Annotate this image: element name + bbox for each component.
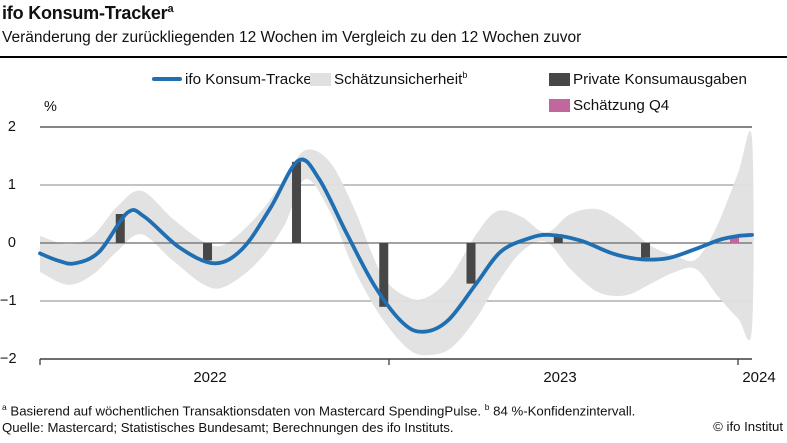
y-tick-label: −2 bbox=[0, 351, 17, 367]
y-tick-label: 0 bbox=[7, 235, 16, 251]
line-swatch-icon bbox=[152, 77, 182, 81]
y-axis-unit-label: % bbox=[44, 99, 57, 115]
consumption-bar bbox=[641, 243, 651, 258]
legend-label: Schätzung Q4 bbox=[573, 96, 670, 114]
consumption-bar bbox=[379, 243, 389, 307]
x-tick-label: 2022 bbox=[193, 369, 227, 386]
source-line: Quelle: Mastercard; Statistisches Bundes… bbox=[2, 420, 454, 435]
footnote-b-text: 84 %-Konfidenzintervall. bbox=[493, 403, 636, 419]
header-divider bbox=[0, 56, 787, 58]
consumption-bar bbox=[115, 214, 125, 243]
band-footnote-marker: b bbox=[462, 69, 468, 80]
footnote-line: a Basierend auf wöchentlichen Transaktio… bbox=[2, 402, 635, 418]
footnote-a-text: Basierend auf wöchentlichen Transaktions… bbox=[10, 403, 482, 419]
tracker-line bbox=[38, 157, 754, 334]
copyright-label: © ifo Institut bbox=[713, 419, 783, 434]
bars-swatch-icon bbox=[549, 72, 570, 86]
legend-label: Private Konsumausgaben bbox=[573, 70, 747, 88]
legend-label: ifo Konsum-Tracker bbox=[185, 70, 317, 88]
title-footnote-marker: a bbox=[167, 3, 174, 15]
legend-item-band: Schätzunsicherheitb bbox=[310, 70, 467, 88]
consumption-bar bbox=[292, 161, 302, 243]
x-tick-label: 2024 bbox=[742, 369, 776, 386]
estimate-bar bbox=[730, 236, 740, 243]
band-swatch-icon bbox=[310, 72, 331, 86]
consumption-bar bbox=[203, 243, 213, 261]
page-title: ifo Konsum-Trackera bbox=[2, 3, 174, 24]
x-tick-label: 2023 bbox=[543, 369, 577, 386]
consumption-bar bbox=[466, 243, 476, 284]
y-tick-label: 2 bbox=[7, 119, 16, 135]
y-tick-label: −1 bbox=[0, 293, 17, 309]
legend-item-estimate: Schätzung Q4 bbox=[549, 96, 669, 114]
footnote-marker-b: b bbox=[484, 402, 490, 412]
legend-item-tracker: ifo Konsum-Tracker bbox=[152, 70, 317, 88]
footnote-marker-a: a bbox=[2, 402, 7, 412]
title-text: ifo Konsum-Tracker bbox=[2, 3, 168, 23]
y-tick-label: 1 bbox=[7, 177, 16, 193]
page-subtitle: Veränderung der zurückliegenden 12 Woche… bbox=[2, 29, 582, 46]
legend-item-bars: Private Konsumausgaben bbox=[549, 70, 747, 88]
legend-label: Schätzunsicherheitb bbox=[334, 69, 468, 89]
estimate-swatch-icon bbox=[549, 98, 570, 112]
consumption-bar bbox=[553, 234, 563, 243]
